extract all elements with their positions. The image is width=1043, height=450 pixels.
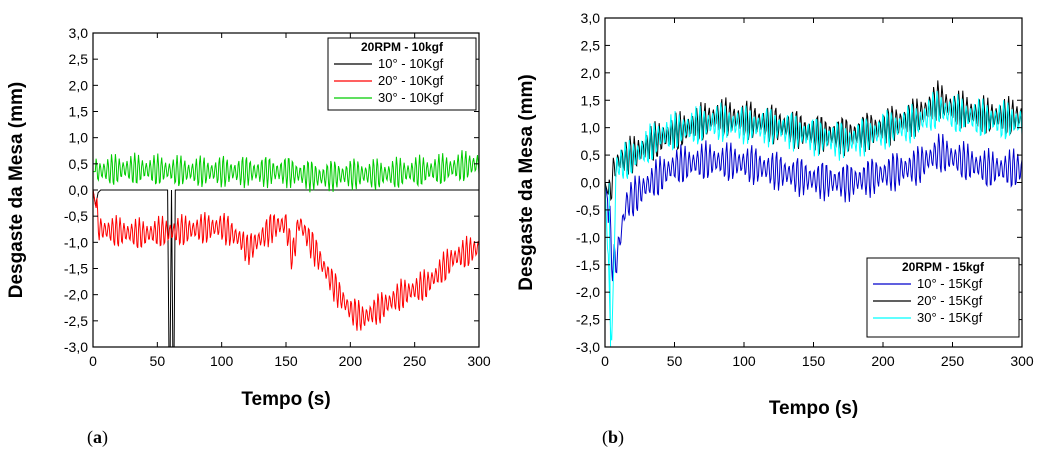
x-tick-label: 0 [89, 353, 97, 369]
series-line-1 [605, 133, 1022, 282]
caption-b: (b) [602, 427, 625, 447]
y-tick-label: -0,5 [64, 208, 88, 224]
legend: 20RPM - 15kgf 10° - 15Kgf 20° - 15Kgf 30° -… [866, 257, 1020, 338]
series-line-3 [93, 150, 479, 193]
y-tick-label: -1,0 [576, 229, 600, 245]
y-tick-label: 1,0 [581, 120, 601, 136]
y-tick-label: 0,0 [69, 182, 89, 198]
x-tick-label: 300 [1010, 353, 1034, 369]
chart-panel-b: 3,0 2,5 2,0 1,5 1,0 0,5 0,0 -0,5 -1,0 -1,5 -2,0 -2,… [516, 10, 1034, 419]
x-tick-label: 300 [467, 353, 491, 369]
y-tick-label: 0,0 [581, 175, 601, 191]
series-line-1 [93, 189, 479, 347]
x-tick-label: 150 [802, 353, 826, 369]
legend-entry: 10° - 15Kgf [917, 276, 983, 291]
x-tick-label: 50 [667, 353, 683, 369]
caption-a-letter: a [93, 427, 102, 447]
y-tick-label: 1,5 [581, 92, 601, 108]
caption-b-letter: b [608, 427, 619, 447]
legend-box [866, 257, 1020, 338]
legend-entry: 20° - 10Kgf [378, 73, 444, 88]
x-tick-label: 50 [150, 353, 166, 369]
x-tick-label: 150 [274, 353, 298, 369]
y-axis-title: Desgaste da Mesa (mm) [516, 74, 537, 290]
y-tick-label: -3,0 [64, 339, 88, 355]
y-tick-label: -1,5 [576, 257, 600, 273]
y-tick-label: 3,0 [69, 25, 89, 41]
y-tick-label: 1,0 [69, 130, 89, 146]
legend: 20RPM - 10kgf 10° - 10Kgf 20° - 10Kgf 30° -… [327, 37, 477, 111]
chart-panel-a: 3,0 2,5 2,0 1,5 1,0 0,5 0,0 -0,5 -1,0 -1,5 -2,0 -2,… [6, 25, 491, 410]
legend-entry: 30° - 10Kgf [378, 90, 444, 105]
x-tick-label: 100 [732, 353, 756, 369]
y-tick-label: 1,5 [69, 104, 89, 120]
y-tick-label: 3,0 [581, 10, 601, 26]
series-line-2 [93, 189, 479, 331]
y-tick-label: -2,0 [64, 287, 88, 303]
y-tick-label: 2,0 [581, 65, 601, 81]
legend-entry: 30° - 15Kgf [917, 310, 983, 325]
x-tick-label: 250 [941, 353, 965, 369]
x-tick-label: 0 [601, 353, 609, 369]
y-tick-label: -2,5 [64, 313, 88, 329]
y-tick-label: 0,5 [69, 156, 89, 172]
x-axis-title: Tempo (s) [769, 398, 858, 419]
y-tick-label: 2,5 [69, 51, 89, 67]
y-tick-label: -1,5 [64, 261, 88, 277]
legend-title: 20RPM - 15kgf [902, 260, 985, 274]
x-axis-title: Tempo (s) [241, 389, 330, 410]
y-tick-label: -3,0 [576, 339, 600, 355]
x-tick-label: 250 [403, 353, 427, 369]
legend-title: 20RPM - 10kgf [361, 40, 444, 54]
y-tick-label: -2,0 [576, 284, 600, 300]
y-tick-label: -1,0 [64, 234, 88, 250]
y-tick-label: 0,5 [581, 147, 601, 163]
x-tick-label: 100 [210, 353, 234, 369]
y-axis-title: Desgaste da Mesa (mm) [6, 82, 27, 298]
legend-entry: 20° - 15Kgf [917, 293, 983, 308]
y-tick-label: 2,0 [69, 77, 89, 93]
y-tick-label: -2,5 [576, 312, 600, 328]
y-tick-label: -0,5 [576, 202, 600, 218]
x-tick-label: 200 [339, 353, 363, 369]
caption-a: (a) [87, 427, 108, 447]
legend-entry: 10° - 10Kgf [378, 56, 444, 71]
x-tick-label: 200 [871, 353, 895, 369]
y-tick-label: 2,5 [581, 37, 601, 53]
